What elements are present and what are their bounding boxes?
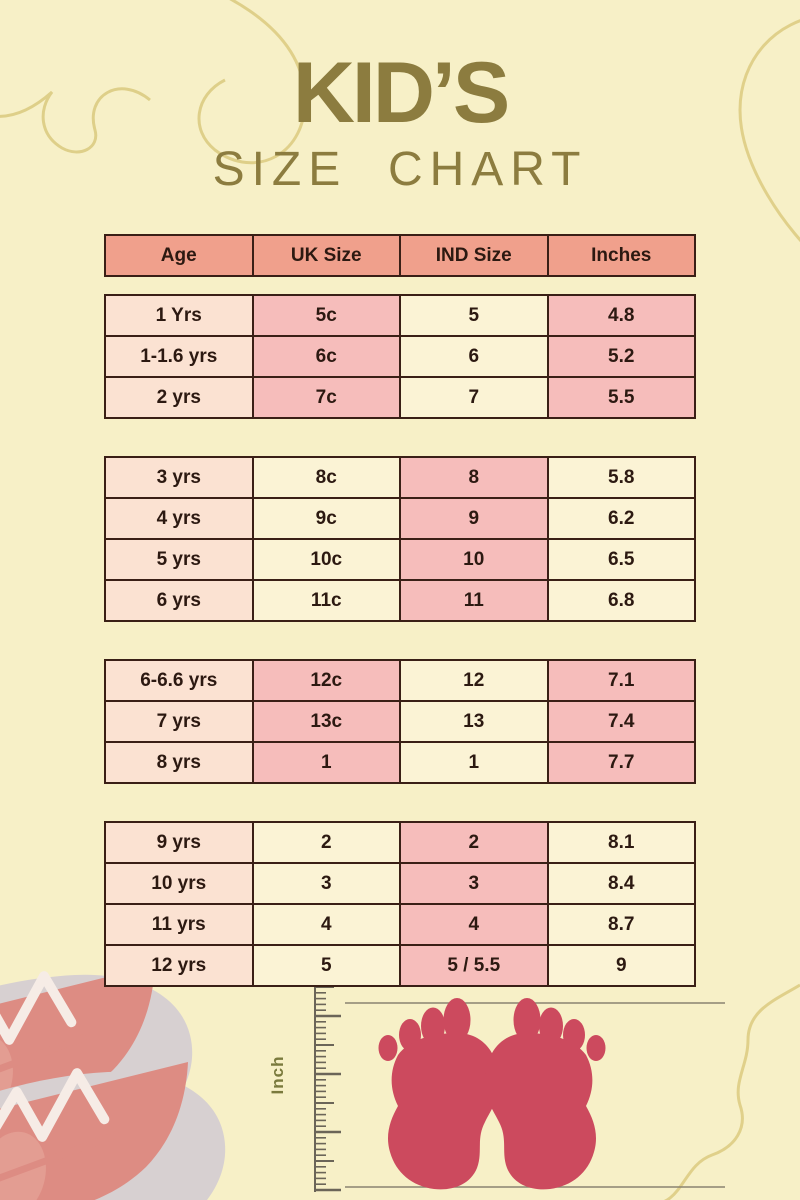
svg-text:Inch: Inch [268, 1056, 287, 1095]
